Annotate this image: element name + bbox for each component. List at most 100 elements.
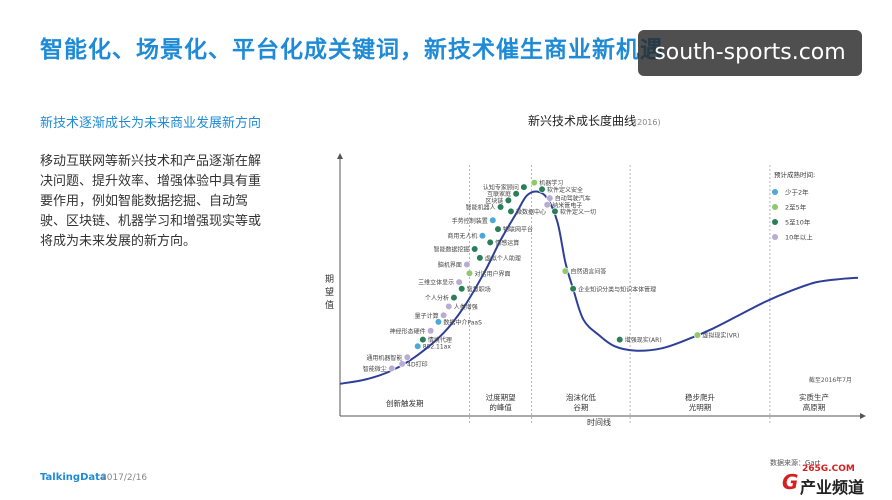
technology-label: 量子计算 [415,312,439,320]
technology-label: 智慧职场 [467,285,491,293]
chart-note: 截至2016年7月 [809,376,852,384]
technology-point [450,294,458,302]
phase-label: 谷期 [573,403,588,412]
legend-label: 10年以上 [785,233,813,242]
footer-date: 2017/2/16 [101,473,148,483]
technology-point [530,179,538,187]
technology-label: 纳米管电子 [552,201,582,209]
technology-label: 增强现实(AR) [625,336,662,344]
technology-point [398,360,406,368]
technology-label: 企业知识分类与知识本体管理 [578,285,656,293]
data-source-note: 数据来源：Gart [770,459,821,467]
legend-label: 5至10年 [785,218,811,227]
technology-point [512,190,520,198]
technology-label: 自然语言问答 [570,268,606,276]
legend-title: 预计成熟时间: [774,170,815,179]
footer-brand: TalkingData [40,472,107,483]
technology-label: 802.11ax [423,344,452,351]
technology-point [569,285,577,293]
technology-label: 物联网平台 [503,226,533,234]
watermark-overlay: south-sports.com [638,30,862,76]
site-logo: 265G.COM G 产业频道 [782,464,882,497]
chart-title-year: (2016) [634,118,661,127]
technology-point [538,185,546,193]
technology-point [427,327,435,335]
technology-label: 脑机界面 [438,261,462,269]
technology-point [463,260,471,269]
phase-label: 过度期望 [486,392,516,402]
technology-label: 智能数据挖掘 [434,245,470,253]
body-paragraph: 移动互联网等新兴技术和产品逐渐在解 决问题、提升效率、增强体验中具有重 要作用，… [40,152,290,252]
y-axis-label: 期 [325,274,334,285]
paragraph-line: 将成为未来发展的新方向。 [40,234,197,249]
technology-label: 机器学习 [539,179,563,187]
technology-point [434,318,443,326]
technology-label: 自动驾驶汽车 [555,195,591,203]
technology-point [520,183,528,191]
technology-point [546,194,554,202]
technology-point [504,196,512,204]
technology-label: 软件定义安全 [547,186,583,194]
technology-point [419,335,427,344]
technology-label: 手势控制装置 [452,217,488,225]
slide-subtitle: 新技术逐渐成长为未来商业发展新方向 [40,116,262,131]
legend-marker [772,234,778,240]
phase-label: 泡沫化低 [566,392,596,402]
legend-marker [772,189,778,195]
phase-label: 高原期 [803,402,826,412]
y-axis-label: 值 [325,299,334,311]
technology-point [693,331,702,339]
technology-point [445,302,453,311]
technology-label: 个人分析 [425,294,449,302]
x-axis-label: 时间线 [587,417,611,427]
legend-marker [772,219,778,225]
technology-point [489,216,497,224]
technology-label: 软件定义一切 [560,208,596,216]
logo-text: 产业频道 [800,478,865,497]
technology-point [486,238,494,246]
technology-label: 商用无人机 [447,232,477,240]
technology-label: 互联家庭 [487,190,511,198]
technology-point [455,278,463,286]
technology-point [388,364,396,372]
technology-point [478,232,487,240]
technology-point [507,207,515,216]
technology-point [440,311,448,319]
technology-label: 虚拟个人助理 [485,254,521,262]
technology-label: 情感运算 [495,239,519,247]
hype-curve [339,190,859,385]
phase-label: 创新触发期 [386,398,424,408]
technology-label: 数据中介PaaS [443,318,482,326]
technology-point [561,267,569,275]
chart-title: 新兴技术成长度曲线 [528,113,636,128]
technology-point [403,353,411,361]
technology-point [616,335,624,344]
technology-label: 4D打印 [407,360,427,368]
page-title: 智能化、场景化、平台化成关键词，新技术催生商业新机遇 [40,37,664,63]
technology-label: 对话用户界面 [475,270,511,278]
logo-mark: G [782,470,799,494]
paragraph-line: 驶、区块链、机器学习和增强现实等或 [40,214,262,229]
phase-label: 的峰值 [489,402,512,412]
technology-label: 通用机器智能 [366,354,402,362]
technology-label: 三维立体显示 [418,279,454,287]
logo-domain: 265G.COM [802,464,855,474]
paragraph-line: 移动互联网等新兴技术和产品逐渐在解 [40,154,262,169]
technology-point [551,207,559,216]
technology-point [476,254,484,262]
paragraph-line: 决问题、提升效率、增强体验中具有重 [40,174,262,189]
technology-point [414,342,422,350]
phase-label: 光明期 [689,402,712,412]
technology-point [471,245,479,253]
technology-label: 微数据中心 [516,208,546,216]
technology-point [458,285,466,293]
phase-label: 实质生产 [799,392,829,402]
technology-label: 神经形态硬件 [390,327,426,335]
technology-label: 情境代理 [428,336,452,344]
legend-marker [772,204,778,210]
y-axis-label: 望 [325,286,334,298]
technology-label: 区块链 [485,197,503,205]
technology-point [465,269,474,277]
technology-label: 人类增强 [454,303,478,311]
